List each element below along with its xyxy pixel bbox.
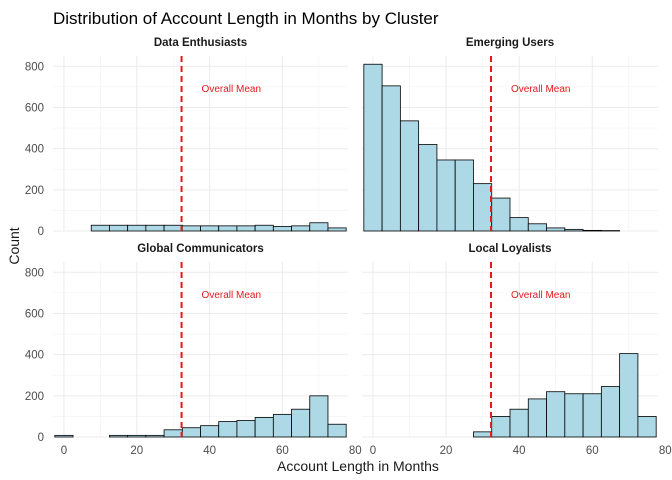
panel-title: Local Loyalists (468, 243, 551, 255)
histogram-bar (90, 224, 110, 232)
histogram-bar (181, 427, 201, 438)
histogram-bar (272, 413, 292, 438)
panel-emerging-users: Emerging Users Overall Mean (362, 37, 658, 232)
y-tick-label: 0 (38, 226, 44, 238)
histogram-bar (582, 229, 602, 232)
histogram-bar (200, 225, 220, 232)
x-tick-label: 60 (586, 445, 599, 457)
histogram-bar (127, 434, 147, 438)
histogram-bar (254, 224, 274, 232)
y-tick-label: 800 (25, 267, 44, 279)
panel-data-enthusiasts: Data Enthusiasts Overall Mean 0 200 400 600 80… (25, 37, 348, 238)
y-tick-label: 200 (25, 185, 44, 197)
histogram-bar (454, 159, 474, 232)
y-tick-label: 400 (25, 350, 44, 362)
histogram-bar (509, 408, 529, 438)
histogram-bar (309, 222, 329, 232)
x-tick-label: 20 (130, 445, 143, 457)
histogram-bar (436, 159, 456, 232)
x-tick-label: 40 (513, 445, 526, 457)
histogram-bar (327, 227, 347, 232)
histogram-bar (109, 434, 129, 438)
x-tick-label: 0 (61, 445, 67, 457)
histogram-bar (491, 197, 511, 232)
histogram-bar (54, 434, 74, 438)
y-axis-title: Count (6, 227, 22, 264)
x-tick-label: 20 (440, 445, 453, 457)
mean-label: Overall Mean (202, 290, 261, 301)
histogram-bar (527, 398, 547, 438)
histogram-bar (327, 423, 347, 438)
x-tick-label: 80 (659, 445, 672, 457)
histogram-bar (363, 63, 383, 232)
histogram-bar (109, 224, 129, 232)
histogram-bar (564, 228, 584, 232)
histogram-bar (181, 225, 201, 232)
histogram-bar (527, 223, 547, 232)
histogram-bar (145, 434, 165, 438)
y-tick-label: 600 (25, 308, 44, 320)
histogram-bar (491, 416, 511, 438)
histogram-bar (218, 421, 238, 438)
mean-label: Overall Mean (511, 290, 570, 301)
histogram-bar (200, 425, 220, 438)
histogram-bar (418, 144, 438, 232)
histogram-bar (582, 393, 602, 438)
histogram-bar (309, 395, 329, 438)
histogram-bar (236, 420, 256, 438)
y-tick-label: 800 (25, 61, 44, 73)
x-tick-label: 80 (349, 445, 362, 457)
histogram-bar (163, 224, 183, 232)
histogram-bar (127, 224, 147, 232)
histogram-bar (272, 226, 292, 232)
histogram-bar (399, 120, 420, 232)
histogram-bar (473, 431, 493, 438)
y-tick-label: 0 (38, 432, 44, 444)
x-tick-label: 0 (370, 445, 376, 457)
y-tick-label: 600 (25, 102, 44, 114)
histogram-bar (619, 353, 639, 438)
histogram-bar (600, 386, 621, 438)
chart-title: Distribution of Account Length in Months… (53, 9, 439, 28)
y-tick-label: 400 (25, 144, 44, 156)
panel-title: Emerging Users (466, 37, 554, 49)
mean-label: Overall Mean (511, 84, 570, 95)
histogram-bar (254, 417, 274, 438)
histogram-bar (637, 416, 657, 438)
histogram-bar (546, 391, 566, 438)
panel-title: Global Communicators (137, 243, 264, 255)
histogram-bar (509, 217, 529, 232)
histogram-bar (381, 85, 401, 232)
histogram-bar (473, 183, 493, 232)
panel-local-loyalists: Local Loyalists Overall Mean 0 20 40 60 80 (362, 243, 672, 457)
x-axis-title: Account Length in Months (277, 458, 439, 474)
histogram-bar (218, 225, 238, 232)
histogram-bar (163, 429, 183, 438)
x-tick-label: 60 (276, 445, 289, 457)
histogram-bar (145, 224, 165, 232)
y-tick-label: 200 (25, 391, 44, 403)
mean-label: Overall Mean (202, 84, 261, 95)
histogram-bar (291, 408, 311, 438)
histogram-bar (564, 393, 584, 438)
histogram-bar (236, 225, 256, 232)
x-tick-label: 40 (203, 445, 216, 457)
panel-title: Data Enthusiasts (154, 37, 247, 49)
histogram-bar (291, 225, 311, 232)
histogram-bar (546, 227, 566, 232)
